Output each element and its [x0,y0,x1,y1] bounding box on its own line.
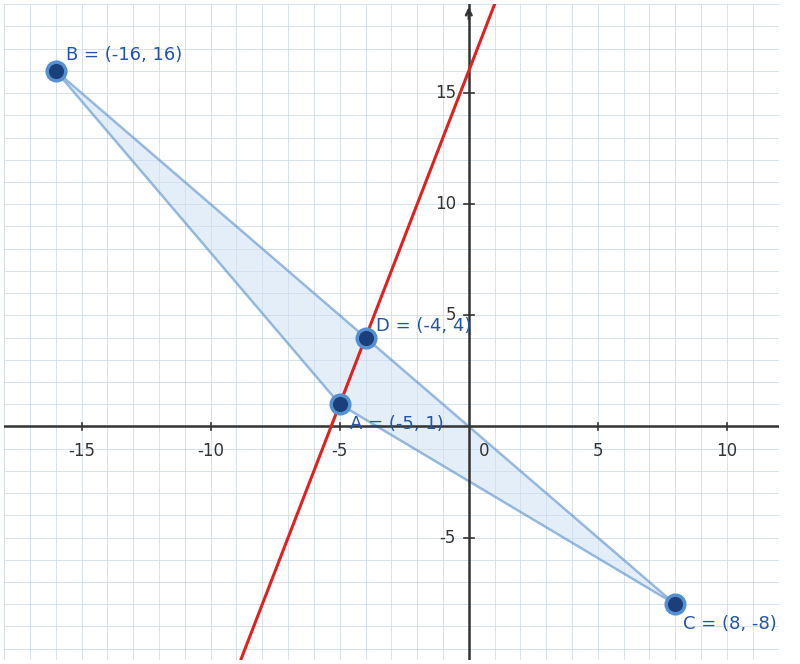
Point [50,66,62,76]
Text: A = (-5, 1): A = (-5, 1) [350,415,444,433]
Text: -5: -5 [439,529,456,546]
Point [334,399,346,410]
Text: 10: 10 [716,442,738,460]
Text: 5: 5 [593,442,603,460]
Polygon shape [56,71,675,604]
Text: B = (-16, 16): B = (-16, 16) [66,46,182,64]
Text: -10: -10 [197,442,224,460]
Text: D = (-4, 4): D = (-4, 4) [376,317,471,335]
Text: -15: -15 [68,442,95,460]
Point [669,599,682,610]
Text: 10: 10 [434,195,456,213]
Text: C = (8, -8): C = (8, -8) [683,615,777,633]
Text: 5: 5 [446,306,456,324]
Text: 0: 0 [479,442,490,460]
Point [359,332,372,343]
Text: 15: 15 [434,84,456,102]
Text: -5: -5 [331,442,348,460]
